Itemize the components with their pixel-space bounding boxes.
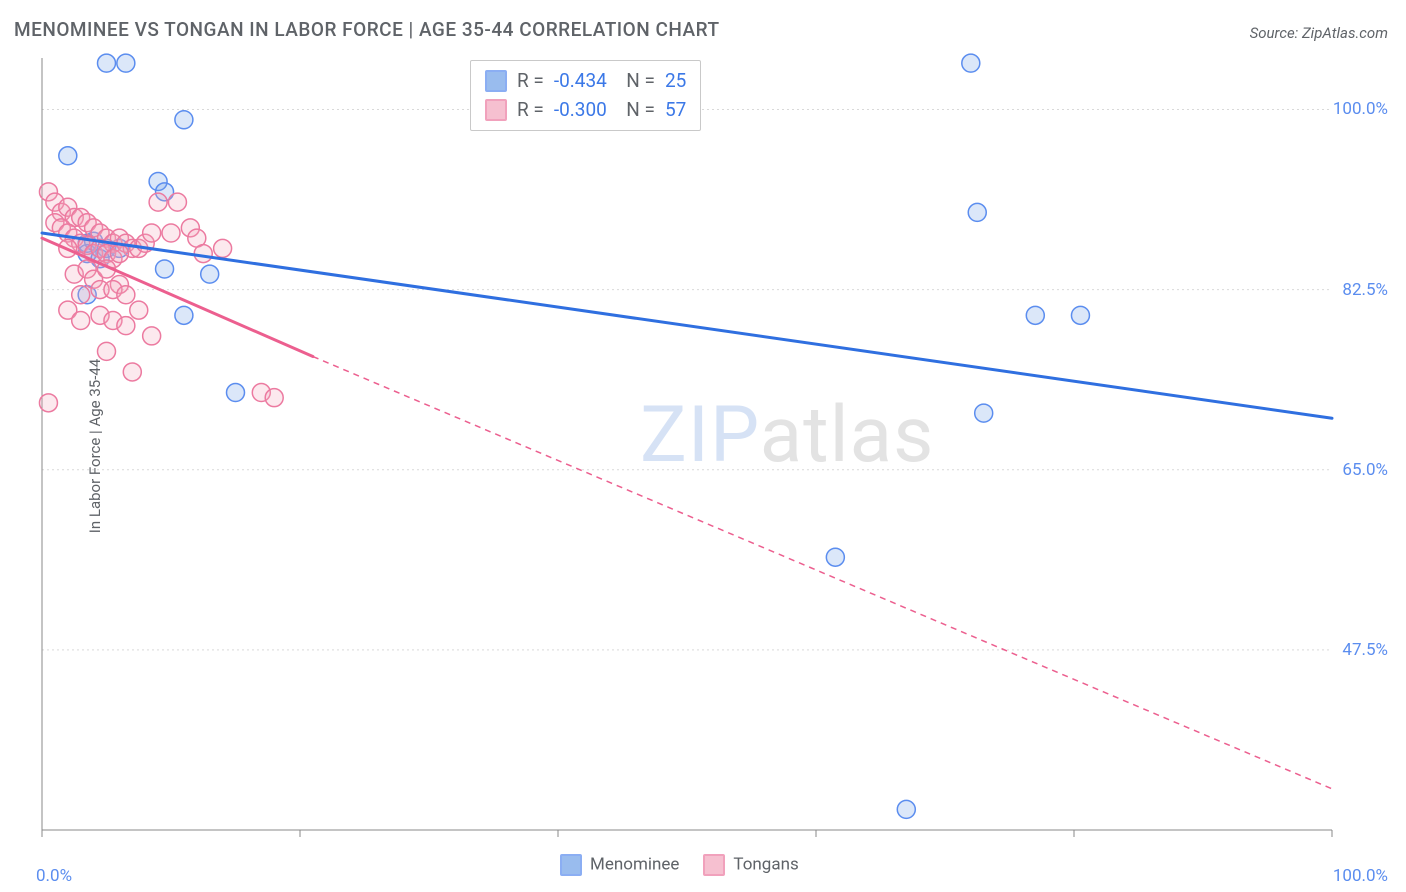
legend-label-menominee: Menominee	[590, 854, 679, 874]
legend-n-value-tongans: 57	[665, 96, 686, 125]
legend-n-value-menominee: 25	[665, 67, 686, 96]
legend-item-tongans: Tongans	[703, 854, 798, 876]
legend-item-menominee: Menominee	[560, 854, 679, 876]
y-tick-label: 100.0%	[1333, 99, 1388, 119]
legend-row-menominee: R = -0.434 N = 25	[485, 67, 686, 96]
correlation-legend: R = -0.434 N = 25 R = -0.300 N = 57	[470, 60, 701, 131]
legend-label-tongans: Tongans	[733, 854, 798, 874]
legend-swatch-menominee	[485, 70, 507, 92]
legend-swatch-menominee	[560, 854, 582, 876]
legend-swatch-tongans	[703, 854, 725, 876]
legend-r-label: R =	[517, 67, 544, 96]
legend-r-label: R =	[517, 96, 544, 125]
legend-row-tongans: R = -0.300 N = 57	[485, 96, 686, 125]
legend-n-label: N =	[617, 67, 655, 96]
x-tick-label: 100.0%	[1333, 866, 1388, 886]
y-tick-label: 65.0%	[1342, 460, 1388, 480]
legend-r-value-menominee: -0.434	[554, 67, 607, 96]
legend-r-value-tongans: -0.300	[554, 96, 607, 125]
x-tick-label: 0.0%	[36, 866, 72, 886]
legend-swatch-tongans	[485, 99, 507, 121]
scatter-plot	[0, 0, 1406, 892]
legend-n-label: N =	[617, 96, 655, 125]
y-tick-label: 47.5%	[1342, 640, 1388, 660]
y-tick-label: 82.5%	[1342, 280, 1388, 300]
series-legend: Menominee Tongans	[560, 854, 799, 876]
